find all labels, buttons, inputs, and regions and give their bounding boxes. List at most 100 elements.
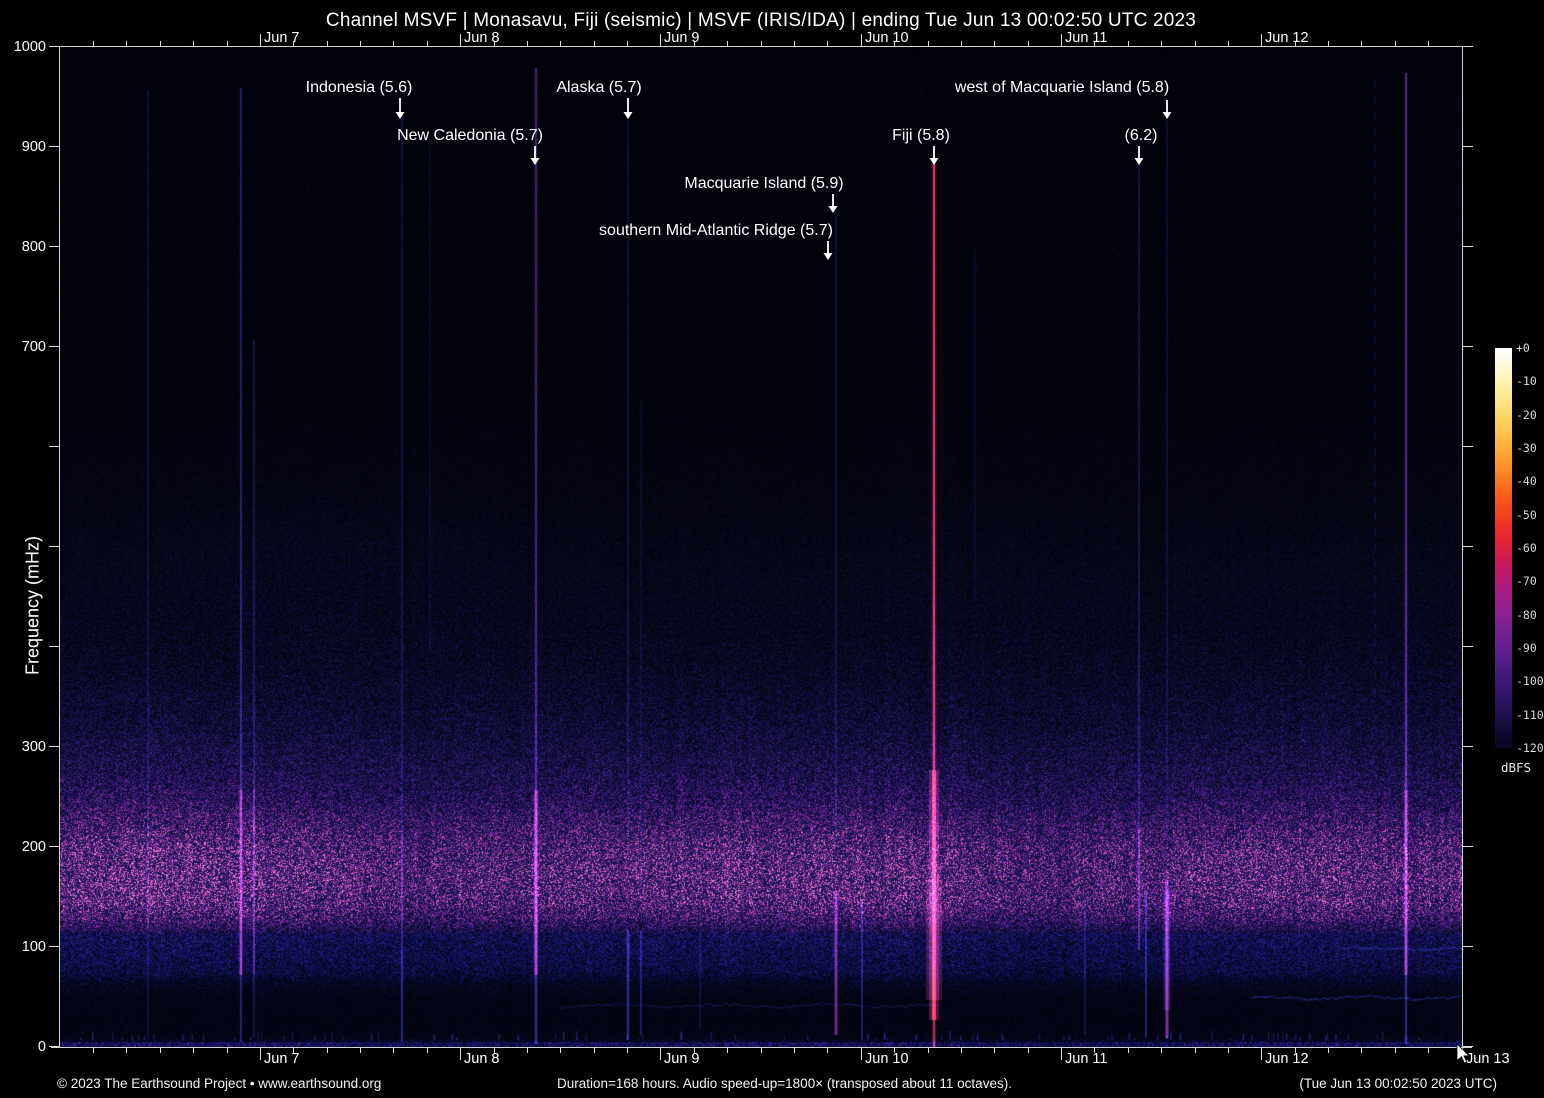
axis-tick [627, 41, 628, 46]
axis-tick [694, 1048, 695, 1053]
event-annotation-label: Indonesia (5.6) [305, 79, 413, 96]
y-tick-label: 1000 [13, 39, 46, 55]
axis-tick [260, 34, 261, 46]
axis-tick [827, 1048, 828, 1053]
y-tick-label: 900 [21, 139, 46, 155]
axis-tick [1094, 41, 1095, 46]
axis-tick [928, 1048, 929, 1053]
axis-tick [527, 41, 528, 46]
footer-duration: Duration=168 hours. Audio speed-up=1800×… [557, 1076, 1012, 1091]
axis-tick [1463, 746, 1473, 747]
axis-tick [327, 1048, 328, 1053]
axis-tick [1463, 546, 1473, 547]
event-annotation-label: New Caledonia (5.7) [397, 127, 543, 144]
y-axis-label: Frequency (mHz) [22, 535, 43, 676]
axis-tick [1061, 34, 1062, 46]
axis-tick [49, 1046, 59, 1047]
axis-tick [827, 41, 828, 46]
axis-tick [49, 346, 59, 347]
axis-tick [1128, 41, 1129, 46]
axis-tick [126, 41, 127, 46]
axis-tick [1028, 1048, 1029, 1053]
axis-tick [1463, 646, 1473, 647]
axis-tick [427, 1048, 428, 1053]
axis-tick [460, 1048, 461, 1060]
axis-tick [928, 41, 929, 46]
axis-tick [93, 1048, 94, 1053]
axis-tick [393, 41, 394, 46]
y-tick-label: 200 [21, 839, 46, 855]
colorbar-tick-label: -10 [1516, 374, 1537, 389]
bottom-date-label: Jun 7 [264, 1051, 300, 1067]
axis-tick [49, 846, 59, 847]
bottom-date-label: Jun 13 [1466, 1051, 1510, 1067]
axis-tick [1061, 1048, 1062, 1060]
axis-tick [1028, 41, 1029, 46]
axis-tick [1395, 41, 1396, 46]
axis-tick [1361, 41, 1362, 46]
axis-tick [49, 46, 59, 47]
axis-tick [49, 146, 59, 147]
spectrogram-canvas [60, 47, 1462, 1047]
axis-tick [627, 1048, 628, 1053]
axis-tick [1195, 1048, 1196, 1053]
axis-tick [1463, 246, 1473, 247]
colorbar-tick-label: -20 [1516, 407, 1537, 422]
axis-tick [1463, 1046, 1473, 1047]
axis-tick [193, 1048, 194, 1053]
axis-tick [660, 1048, 661, 1060]
axis-tick [694, 41, 695, 46]
event-annotation-label: (6.2) [1124, 127, 1158, 144]
axis-tick [160, 1048, 161, 1053]
axis-tick [293, 1048, 294, 1053]
axis-tick [1328, 1048, 1329, 1053]
axis-tick [761, 1048, 762, 1053]
axis-tick [1428, 1048, 1429, 1053]
footer-copyright: © 2023 The Earthsound Project • www.eart… [57, 1076, 382, 1091]
axis-tick [994, 1048, 995, 1053]
axis-tick [560, 41, 561, 46]
axis-tick [1361, 1048, 1362, 1053]
axis-tick [1295, 1048, 1296, 1053]
footer-timestamp: (Tue Jun 13 00:02:50 2023 UTC) [1299, 1076, 1497, 1091]
axis-tick [727, 1048, 728, 1053]
colorbar-tick-label: -80 [1516, 607, 1537, 622]
axis-tick [49, 246, 59, 247]
top-date-label: Jun 9 [664, 30, 700, 46]
axis-tick [1463, 46, 1473, 47]
event-annotation-label: west of Macquarie Island (5.8) [954, 79, 1170, 96]
axis-tick [427, 41, 428, 46]
plot-area [59, 46, 1463, 1048]
axis-tick [1161, 1048, 1162, 1053]
y-tick-label: 0 [37, 1039, 46, 1055]
colorbar-tick-label: -30 [1516, 441, 1537, 455]
colorbar-unit: dBFS [1500, 760, 1532, 775]
axis-tick [93, 41, 94, 46]
axis-tick [227, 1048, 228, 1053]
y-tick-label: 300 [21, 739, 46, 755]
event-annotation-label: Fiji (5.8) [892, 127, 950, 144]
bottom-date-label: Jun 9 [664, 1051, 700, 1067]
axis-tick [460, 34, 461, 46]
axis-tick [293, 41, 294, 46]
axis-tick [1195, 41, 1196, 46]
axis-tick [1463, 846, 1473, 847]
axis-tick [1261, 1048, 1262, 1060]
axis-tick [727, 41, 728, 46]
colorbar-tick-label: -70 [1516, 574, 1537, 589]
axis-tick [894, 41, 895, 46]
axis-tick [961, 1048, 962, 1053]
top-date-label: Jun 7 [264, 30, 300, 46]
top-date-label: Jun 8 [464, 30, 500, 46]
axis-tick [794, 1048, 795, 1053]
axis-tick [861, 1048, 862, 1060]
top-date-label: Jun 11 [1065, 30, 1108, 46]
axis-tick [1463, 446, 1473, 447]
colorbar-tick-label: -110 [1516, 707, 1544, 722]
axis-tick [861, 34, 862, 46]
page-title: Channel MSVF | Monasavu, Fiji (seismic) … [325, 10, 1197, 31]
axis-tick [1128, 1048, 1129, 1053]
axis-tick [1161, 41, 1162, 46]
bottom-date-label: Jun 10 [865, 1051, 909, 1067]
